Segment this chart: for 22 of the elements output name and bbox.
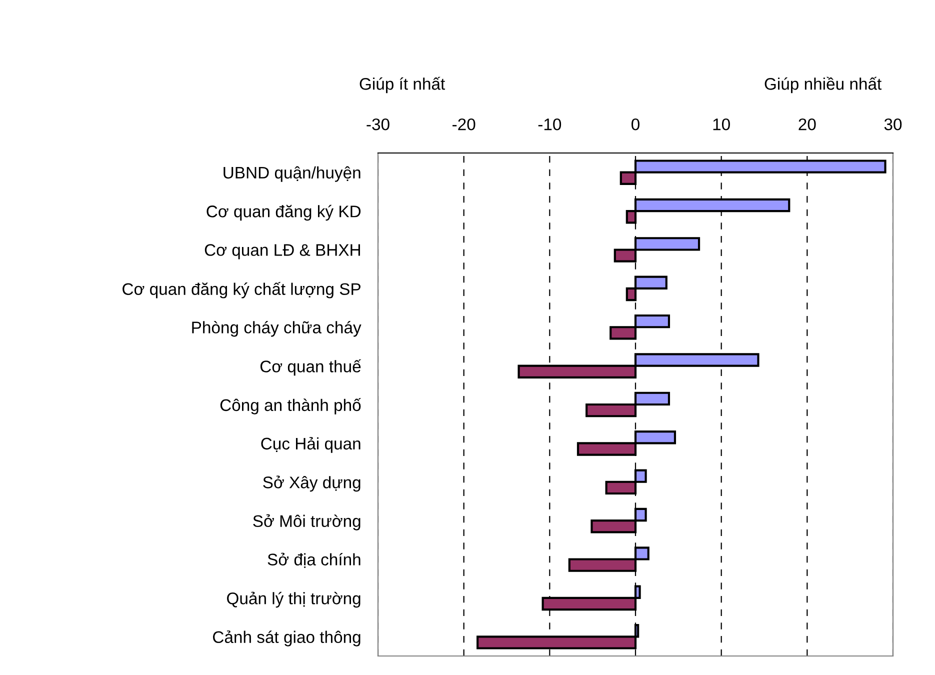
x-tick-label: -10	[538, 118, 562, 130]
x-tick-label: 30	[884, 118, 902, 130]
text: Giúp nhiều nhất	[764, 76, 882, 94]
x-tick-label: -20	[452, 118, 476, 130]
text: Giúp ít nhất	[360, 76, 446, 94]
y-tick-label: Cảnh sát giao thông	[213, 630, 360, 646]
y-tick-label: Quản lý thị trường	[227, 592, 360, 608]
y-tick-label: Phòng cháy chữa cháy	[192, 320, 362, 337]
x-tick-label: 20	[798, 118, 816, 130]
y-tick-label: Sở Xây dựng	[263, 476, 360, 492]
y-tick-label: Cơ quan LĐ & BHXH	[204, 244, 360, 260]
x-tick-label: -30	[366, 118, 390, 130]
x-tick-label: 10	[713, 118, 730, 130]
y-tick-label: Cơ quan đăng ký chất lượng SP	[122, 282, 360, 298]
y-tick-label: Cục Hải quan	[261, 436, 360, 453]
y-tick-label: Sở địa chính	[268, 552, 360, 568]
y-tick-label: Sở Môi trường	[253, 514, 360, 530]
y-tick-label: Cơ quan thuế	[260, 359, 362, 376]
y-tick-label: UBND quận/huyện	[224, 166, 360, 182]
y-tick-label: Cơ quan đăng ký KD	[206, 204, 361, 221]
x-tick-label: 0	[632, 118, 640, 130]
y-tick-label: Công an thành phố	[220, 398, 362, 414]
